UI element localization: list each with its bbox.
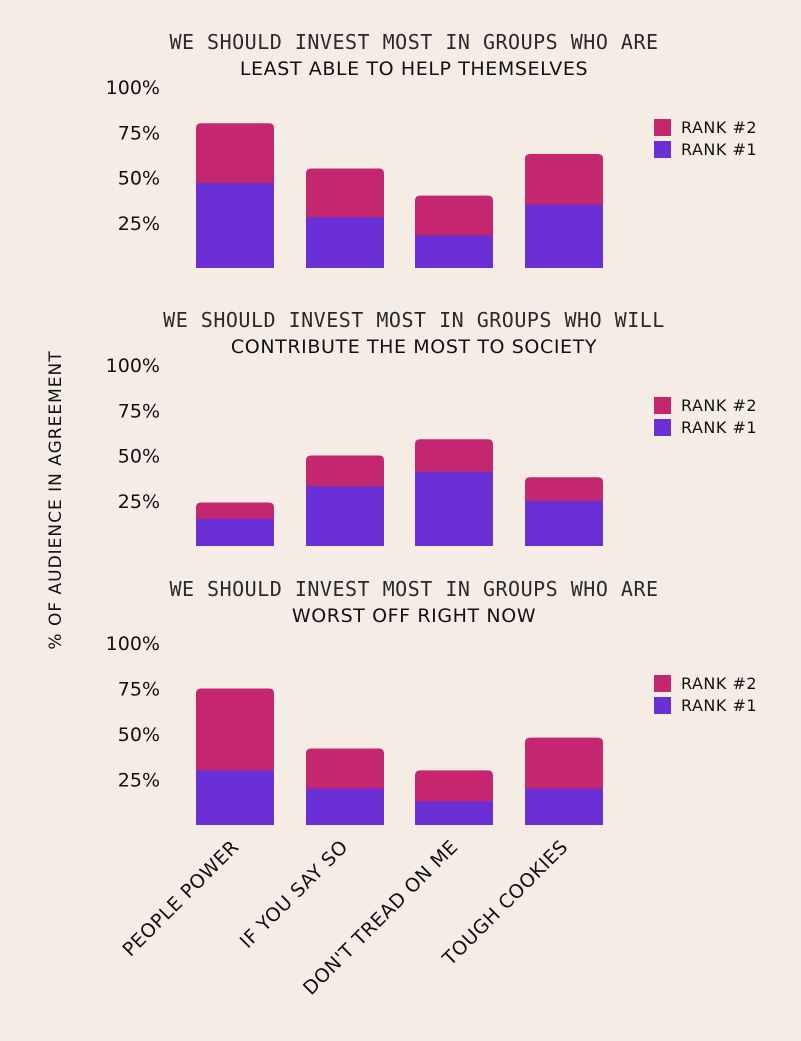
y-tick-label: 25%	[118, 491, 160, 513]
chart-title-line1: WE SHOULD INVEST MOST IN GROUPS WHO ARE	[169, 577, 658, 601]
bar-rank1	[306, 217, 384, 268]
bar-rank2	[306, 455, 384, 488]
y-tick-label: 75%	[118, 400, 160, 422]
y-tick-label: 50%	[118, 446, 160, 468]
bar-rank2	[415, 439, 493, 473]
bar-rank2	[196, 502, 274, 520]
legend-label-rank2: RANK #2	[681, 396, 757, 415]
bar-rank1	[196, 770, 274, 825]
x-category-label: TOUGH COOKIES	[438, 836, 573, 971]
bar-rank1	[196, 518, 274, 546]
legend-swatch-rank2	[654, 675, 671, 692]
y-tick-label: 100%	[106, 77, 160, 99]
y-tick-label: 25%	[118, 213, 160, 235]
y-axis-label: % OF AUDIENCE IN AGREEMENT	[46, 350, 66, 649]
bar-rank2	[306, 748, 384, 790]
legend-swatch-rank2	[654, 397, 671, 414]
y-tick-label: 75%	[118, 122, 160, 144]
bar-rank2	[196, 688, 274, 772]
y-tick-label: 50%	[118, 168, 160, 190]
legend-label-rank1: RANK #1	[681, 696, 757, 715]
bar-rank1	[306, 486, 384, 546]
legend-label-rank2: RANK #2	[681, 118, 757, 137]
bar-rank1	[415, 471, 493, 546]
bar-rank2	[525, 737, 603, 790]
y-tick-label: 50%	[118, 724, 160, 746]
y-tick-label: 75%	[118, 679, 160, 701]
legend-label-rank2: RANK #2	[681, 674, 757, 693]
legend-swatch-rank1	[654, 697, 671, 714]
y-tick-label: 25%	[118, 770, 160, 792]
chart-title-line2: LEAST ABLE TO HELP THEMSELVES	[240, 58, 588, 80]
bar-rank2	[525, 477, 603, 502]
bar-rank1	[525, 788, 603, 825]
bar-rank1	[306, 788, 384, 825]
bar-rank2	[525, 153, 603, 206]
bar-rank1	[525, 500, 603, 546]
legend-swatch-rank1	[654, 419, 671, 436]
legend-label-rank1: RANK #1	[681, 140, 757, 159]
bar-rank2	[196, 123, 274, 184]
legend-label-rank1: RANK #1	[681, 418, 757, 437]
bar-rank1	[196, 182, 274, 268]
bar-rank1	[415, 801, 493, 825]
legend-swatch-rank1	[654, 141, 671, 158]
chart-title-line2: CONTRIBUTE THE MOST TO SOCIETY	[231, 336, 597, 358]
chart-title-line2: WORST OFF RIGHT NOW	[292, 605, 536, 627]
chart-title-line1: WE SHOULD INVEST MOST IN GROUPS WHO ARE	[169, 30, 658, 54]
bar-rank2	[415, 195, 493, 237]
chart-title-line1: WE SHOULD INVEST MOST IN GROUPS WHO WILL	[163, 308, 665, 332]
x-category-label: IF YOU SAY SO	[236, 836, 353, 953]
legend-swatch-rank2	[654, 119, 671, 136]
y-tick-label: 100%	[106, 633, 160, 655]
bar-rank2	[306, 168, 384, 219]
bar-rank1	[415, 235, 493, 268]
bar-rank1	[525, 204, 603, 268]
y-tick-label: 100%	[106, 355, 160, 377]
bar-rank2	[415, 770, 493, 803]
x-category-label: PEOPLE POWER	[118, 836, 243, 961]
